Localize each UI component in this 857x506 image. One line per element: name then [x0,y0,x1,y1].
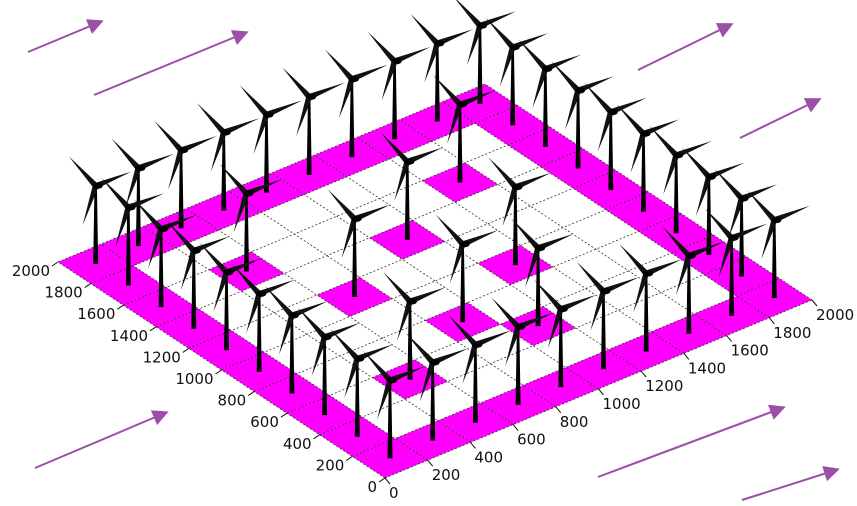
y-tick-label: 1000 [175,370,213,388]
y-tick [150,327,156,331]
blade [154,121,183,153]
y-tick [117,305,123,309]
hub [608,109,618,115]
hub [224,269,234,275]
blade [649,126,678,158]
y-tick-label: 800 [218,392,247,410]
hub [641,131,651,137]
y-tick-label: 400 [283,435,312,453]
hub [322,334,332,340]
hub [472,342,482,348]
hub [135,165,145,171]
blade [486,18,515,50]
hub [477,23,487,29]
y-tick [346,456,352,460]
hub [289,313,299,319]
blade [112,139,141,171]
hub [349,76,359,82]
x-tick-label: 2000 [816,306,854,324]
blade [747,191,776,223]
blade [282,67,311,99]
hub [673,152,683,158]
x-tick-label: 800 [560,413,589,431]
x-tick-label: 1000 [603,395,641,413]
blade [682,147,711,179]
hub [729,235,739,241]
hub [706,174,716,180]
hub [407,299,417,305]
y-tick [183,348,189,352]
blade [715,169,744,201]
hub [221,130,231,136]
x-tick-label: 200 [432,466,461,484]
y-tick [314,435,320,439]
x-tick-label: 1400 [688,359,726,377]
hub [430,360,440,366]
y-tick-label: 1800 [45,284,83,302]
hub [512,184,522,190]
hub [771,217,781,223]
hub [460,241,470,247]
hub [686,253,696,259]
hub [457,102,467,108]
y-tick [379,478,385,482]
blade [197,103,226,135]
hub [352,216,362,222]
hub [178,147,188,153]
hub [244,191,254,197]
y-tick-label: 200 [316,456,345,474]
y-tick-label: 1400 [110,327,148,345]
blade [453,0,482,28]
blade [69,156,98,188]
y-tick-label: 600 [250,413,279,431]
hub [515,324,525,330]
hub [542,66,552,72]
blade [617,104,646,136]
y-tick-label: 2000 [12,262,50,280]
hub [558,306,568,312]
x-tick-label: 1800 [773,324,811,342]
blade [584,83,613,115]
hub [434,41,444,47]
x-tick-label: 400 [474,448,503,466]
blade [325,50,354,82]
x-tick-label: 1200 [645,377,683,395]
y-tick [248,392,254,396]
hub [643,271,653,277]
hub [535,245,545,251]
blade [368,32,397,64]
hub [93,183,103,189]
y-tick [52,262,58,266]
blade [410,14,439,46]
y-tick-label: 1200 [143,348,181,366]
blade [240,85,269,117]
hub [354,356,364,362]
hub [256,291,266,297]
hub [404,159,414,165]
y-tick [281,413,287,417]
x-tick-label: 0 [389,484,399,502]
hub [264,112,274,118]
y-tick-label: 0 [367,478,377,496]
x-tick-label: 1600 [731,342,769,360]
blade [551,61,580,93]
chart: 0200400600800100012001400160018002000020… [0,0,857,506]
hub [191,248,201,254]
hub [392,58,402,64]
blade [519,39,548,71]
hub [510,44,520,50]
hub [601,288,611,294]
x-tick-label: 600 [517,431,546,449]
hub [387,377,397,383]
y-tick [216,370,222,374]
blade [102,178,131,210]
plot-area: 0200400600800100012001400160018002000020… [12,0,854,502]
y-tick-label: 1600 [77,305,115,323]
y-tick [85,284,91,288]
hub [158,226,168,232]
hub [306,94,316,100]
hub [125,205,135,211]
hub [739,196,749,202]
hub [575,88,585,94]
